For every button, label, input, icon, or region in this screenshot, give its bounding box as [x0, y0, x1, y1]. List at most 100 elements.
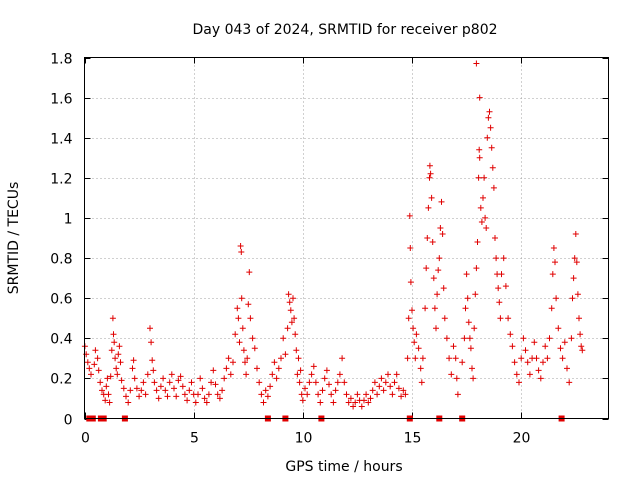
data-point: [216, 395, 223, 402]
grid: [84, 57, 609, 419]
data-point: [284, 325, 291, 332]
data-point: [391, 379, 398, 386]
data-point: [559, 355, 566, 362]
data-point: [112, 355, 119, 362]
data-point: [136, 393, 143, 400]
x-tick-label: 20: [513, 431, 531, 447]
data-point: [440, 285, 447, 292]
data-point: [430, 275, 437, 282]
data-point: [304, 391, 311, 398]
data-point: [181, 391, 188, 398]
y-tick-label: 0: [64, 413, 73, 429]
data-point: [290, 295, 296, 302]
data-point: [275, 365, 282, 372]
data-point: [441, 315, 448, 322]
data-point: [393, 371, 400, 378]
data-point: [490, 184, 497, 191]
data-point: [168, 371, 175, 378]
axis-ticks: 0 0.2 0.4 0.6 0.8 1 1.2 1.4 1.6 1.8 0 5 10 15 20: [50, 52, 609, 447]
data-point: [123, 393, 129, 400]
data-point: [299, 397, 306, 404]
data-point: [334, 379, 341, 386]
data-point: [412, 355, 419, 362]
data-point: [387, 383, 394, 390]
data-point: [91, 361, 98, 368]
data-point: [238, 249, 245, 255]
data-point: [476, 146, 483, 153]
data-point: [140, 379, 147, 386]
data-point: [247, 315, 254, 322]
data-point: [323, 367, 330, 374]
data-point: [286, 299, 293, 306]
data-point: [459, 359, 466, 366]
data-point: [365, 399, 372, 406]
data-point: [339, 355, 346, 362]
data-point: [513, 371, 520, 378]
data-point: [466, 335, 473, 342]
data-point: [569, 295, 576, 302]
data-point: [312, 379, 319, 386]
data-point: [502, 283, 509, 290]
data-point: [497, 315, 504, 322]
data-point: [374, 391, 381, 398]
data-point: [352, 399, 359, 406]
data-point: [524, 359, 531, 366]
data-point: [195, 391, 201, 398]
data-point: [483, 225, 490, 231]
data-point: [117, 359, 124, 366]
data-point: [437, 225, 444, 231]
data-point: [210, 367, 217, 374]
data-point: [99, 387, 105, 394]
data-point: [407, 279, 414, 286]
data-point: [298, 391, 305, 398]
data-point: [571, 255, 578, 262]
data-point: [469, 365, 475, 372]
data-point: [243, 371, 250, 378]
data-point: [164, 393, 171, 400]
data-point: [410, 325, 417, 332]
data-point: [553, 295, 560, 302]
data-point: [219, 387, 226, 394]
data-point: [239, 325, 246, 332]
data-point: [518, 355, 525, 362]
data-point: [424, 235, 431, 241]
y-tick-label: 1.2: [50, 172, 72, 188]
data-point: [435, 267, 442, 274]
data-point: [282, 351, 289, 358]
data-point: [495, 285, 502, 292]
y-tick-label: 1: [64, 212, 73, 228]
data-point: [552, 259, 558, 266]
data-point: [148, 339, 155, 346]
data-point: [151, 379, 158, 386]
data-point: [431, 305, 438, 312]
data-point: [474, 239, 481, 245]
data-point: [292, 331, 299, 338]
data-point: [389, 391, 396, 398]
data-point: [203, 399, 210, 406]
data-point: [130, 357, 137, 364]
data-point: [425, 204, 432, 211]
data-point: [481, 174, 488, 181]
y-tick-label: 0.4: [50, 332, 72, 348]
data-point: [423, 265, 430, 272]
data-point: [294, 371, 301, 378]
data-point: [102, 397, 109, 404]
data-point: [111, 339, 118, 346]
data-point: [94, 355, 101, 362]
chart-title: Day 043 of 2024, SRMTID for receiver p80…: [192, 22, 497, 38]
data-point: [179, 383, 186, 390]
data-point: [246, 269, 253, 276]
data-point: [227, 371, 234, 378]
data-point: [438, 198, 445, 205]
data-point: [293, 347, 300, 354]
data-point: [361, 397, 367, 404]
data-point: [230, 359, 236, 366]
data-point: [107, 373, 114, 380]
data-point: [463, 271, 470, 278]
data-point: [104, 375, 111, 382]
data-point: [472, 291, 479, 298]
data-point: [328, 391, 335, 398]
data-point: [493, 255, 500, 262]
data-point: [260, 399, 267, 406]
data-point: [434, 291, 441, 298]
